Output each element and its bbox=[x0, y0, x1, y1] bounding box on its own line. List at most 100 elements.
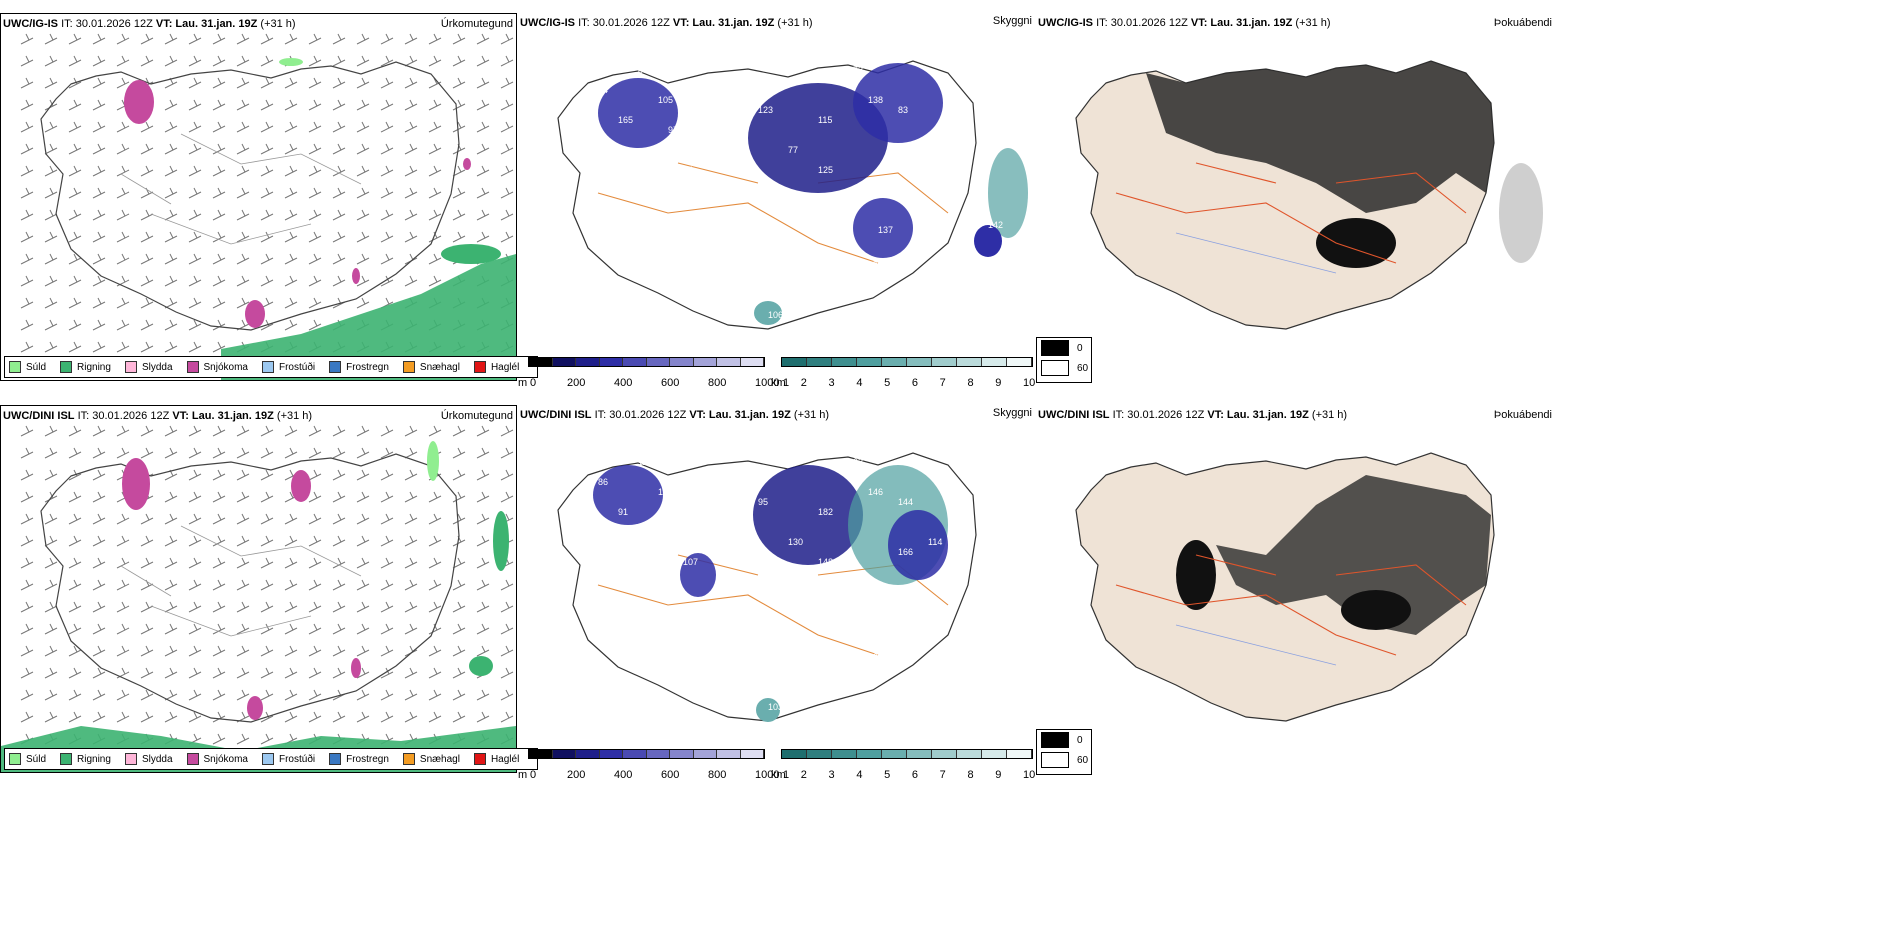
wind-barb bbox=[380, 99, 394, 111]
wind-barb bbox=[20, 579, 34, 591]
wind-barb bbox=[260, 33, 274, 45]
wind-barb bbox=[260, 601, 274, 613]
colorbar-strip bbox=[528, 749, 765, 759]
fog-legend: 0 60 bbox=[1036, 729, 1092, 775]
wind-barb bbox=[452, 689, 466, 701]
wind-barb bbox=[68, 275, 82, 287]
wind-barb bbox=[44, 55, 58, 67]
cloud-base-label: 106 bbox=[878, 617, 893, 627]
legend-label: 0 bbox=[1077, 342, 1083, 354]
wind-barb bbox=[428, 209, 442, 221]
wind-barb bbox=[356, 275, 370, 287]
cloud-base-panel-row2: 111 177 91 116 107 95 130 182 102 146 144 148 108 166… bbox=[518, 405, 1036, 781]
colorbar-tick: 9 bbox=[995, 377, 1002, 389]
wind-barb bbox=[260, 121, 274, 133]
wind-barb bbox=[236, 601, 250, 613]
wind-barb bbox=[92, 469, 106, 481]
colorbar-segment bbox=[932, 750, 957, 758]
wind-barb bbox=[140, 275, 154, 287]
wind-barb bbox=[44, 341, 58, 353]
wind-barb bbox=[428, 601, 442, 613]
wind-barb bbox=[428, 231, 442, 243]
wind-barb bbox=[260, 469, 274, 481]
wind-barb bbox=[476, 491, 490, 503]
colorbar-segment bbox=[717, 750, 741, 758]
wind-barb bbox=[308, 319, 322, 331]
wind-barb bbox=[116, 187, 130, 199]
wind-barb bbox=[236, 447, 250, 459]
wind-barb bbox=[356, 579, 370, 591]
cloud-base-label: 144 bbox=[898, 497, 913, 507]
wind-barb bbox=[116, 55, 130, 67]
wind-barb bbox=[164, 579, 178, 591]
wind-barb bbox=[116, 447, 130, 459]
colorbar-tick: 4 bbox=[856, 377, 863, 389]
wind-barb bbox=[308, 143, 322, 155]
wind-barb bbox=[92, 209, 106, 221]
fog-map-row1 bbox=[1075, 60, 1543, 330]
wind-barb bbox=[188, 275, 202, 287]
wind-barb bbox=[476, 55, 490, 67]
wind-barb bbox=[164, 253, 178, 265]
wind-barb bbox=[92, 143, 106, 155]
wind-barb bbox=[308, 447, 322, 459]
wind-barb bbox=[356, 689, 370, 701]
wind-barb bbox=[44, 689, 58, 701]
wind-barb bbox=[164, 165, 178, 177]
wind-barb bbox=[44, 601, 58, 613]
wind-barb bbox=[332, 711, 346, 723]
wind-barb bbox=[356, 187, 370, 199]
colorbar-segment bbox=[740, 358, 764, 366]
wind-barb bbox=[476, 209, 490, 221]
wind-barb bbox=[428, 689, 442, 701]
wind-barb bbox=[236, 689, 250, 701]
wind-barb bbox=[140, 425, 154, 437]
wind-barb bbox=[44, 469, 58, 481]
colorbar-segment bbox=[882, 750, 907, 758]
wind-barb bbox=[284, 425, 298, 437]
wind-barb bbox=[308, 667, 322, 679]
wind-barb bbox=[380, 425, 394, 437]
wind-barb bbox=[428, 99, 442, 111]
wind-barb bbox=[308, 425, 322, 437]
legend-swatch bbox=[60, 753, 73, 765]
wind-barb bbox=[500, 33, 514, 45]
wind-barb bbox=[476, 623, 490, 635]
cloud-base-label: 188 bbox=[978, 145, 993, 155]
colorbar-segment bbox=[957, 358, 982, 366]
wind-barb bbox=[212, 187, 226, 199]
wind-barb bbox=[332, 275, 346, 287]
wind-barb bbox=[452, 623, 466, 635]
wind-barb bbox=[116, 667, 130, 679]
wind-barb bbox=[404, 231, 418, 243]
wind-barb bbox=[188, 121, 202, 133]
wind-barb bbox=[380, 689, 394, 701]
wind-barb bbox=[500, 55, 514, 67]
wind-barb bbox=[20, 253, 34, 265]
panel-title: UWC/DINI ISL IT: 30.01.2026 12Z VT: Lau.… bbox=[1038, 409, 1348, 421]
wind-barb bbox=[68, 447, 82, 459]
wind-barb bbox=[164, 275, 178, 287]
wind-barb bbox=[236, 209, 250, 221]
wind-barb bbox=[284, 187, 298, 199]
legend-swatch bbox=[186, 361, 199, 373]
fog-legend-item: 60 bbox=[1037, 750, 1091, 770]
wind-barb bbox=[92, 121, 106, 133]
wind-barb bbox=[380, 557, 394, 569]
wind-barb bbox=[332, 209, 346, 221]
precip-legend-item: Frostúði bbox=[261, 753, 315, 765]
colorbar-tick: 1 bbox=[783, 769, 790, 781]
legend-swatch bbox=[402, 361, 415, 373]
wind-barb bbox=[284, 535, 298, 547]
wind-barb bbox=[212, 99, 226, 111]
wind-barb bbox=[68, 491, 82, 503]
cloud-base-label: 84 bbox=[898, 155, 908, 165]
wind-barb bbox=[20, 513, 34, 525]
wind-barb bbox=[500, 491, 514, 503]
wind-barb bbox=[500, 143, 514, 155]
wind-barb bbox=[428, 667, 442, 679]
wind-barb bbox=[140, 297, 154, 309]
wind-barb bbox=[308, 557, 322, 569]
wind-barb bbox=[356, 623, 370, 635]
wind-barb bbox=[428, 579, 442, 591]
